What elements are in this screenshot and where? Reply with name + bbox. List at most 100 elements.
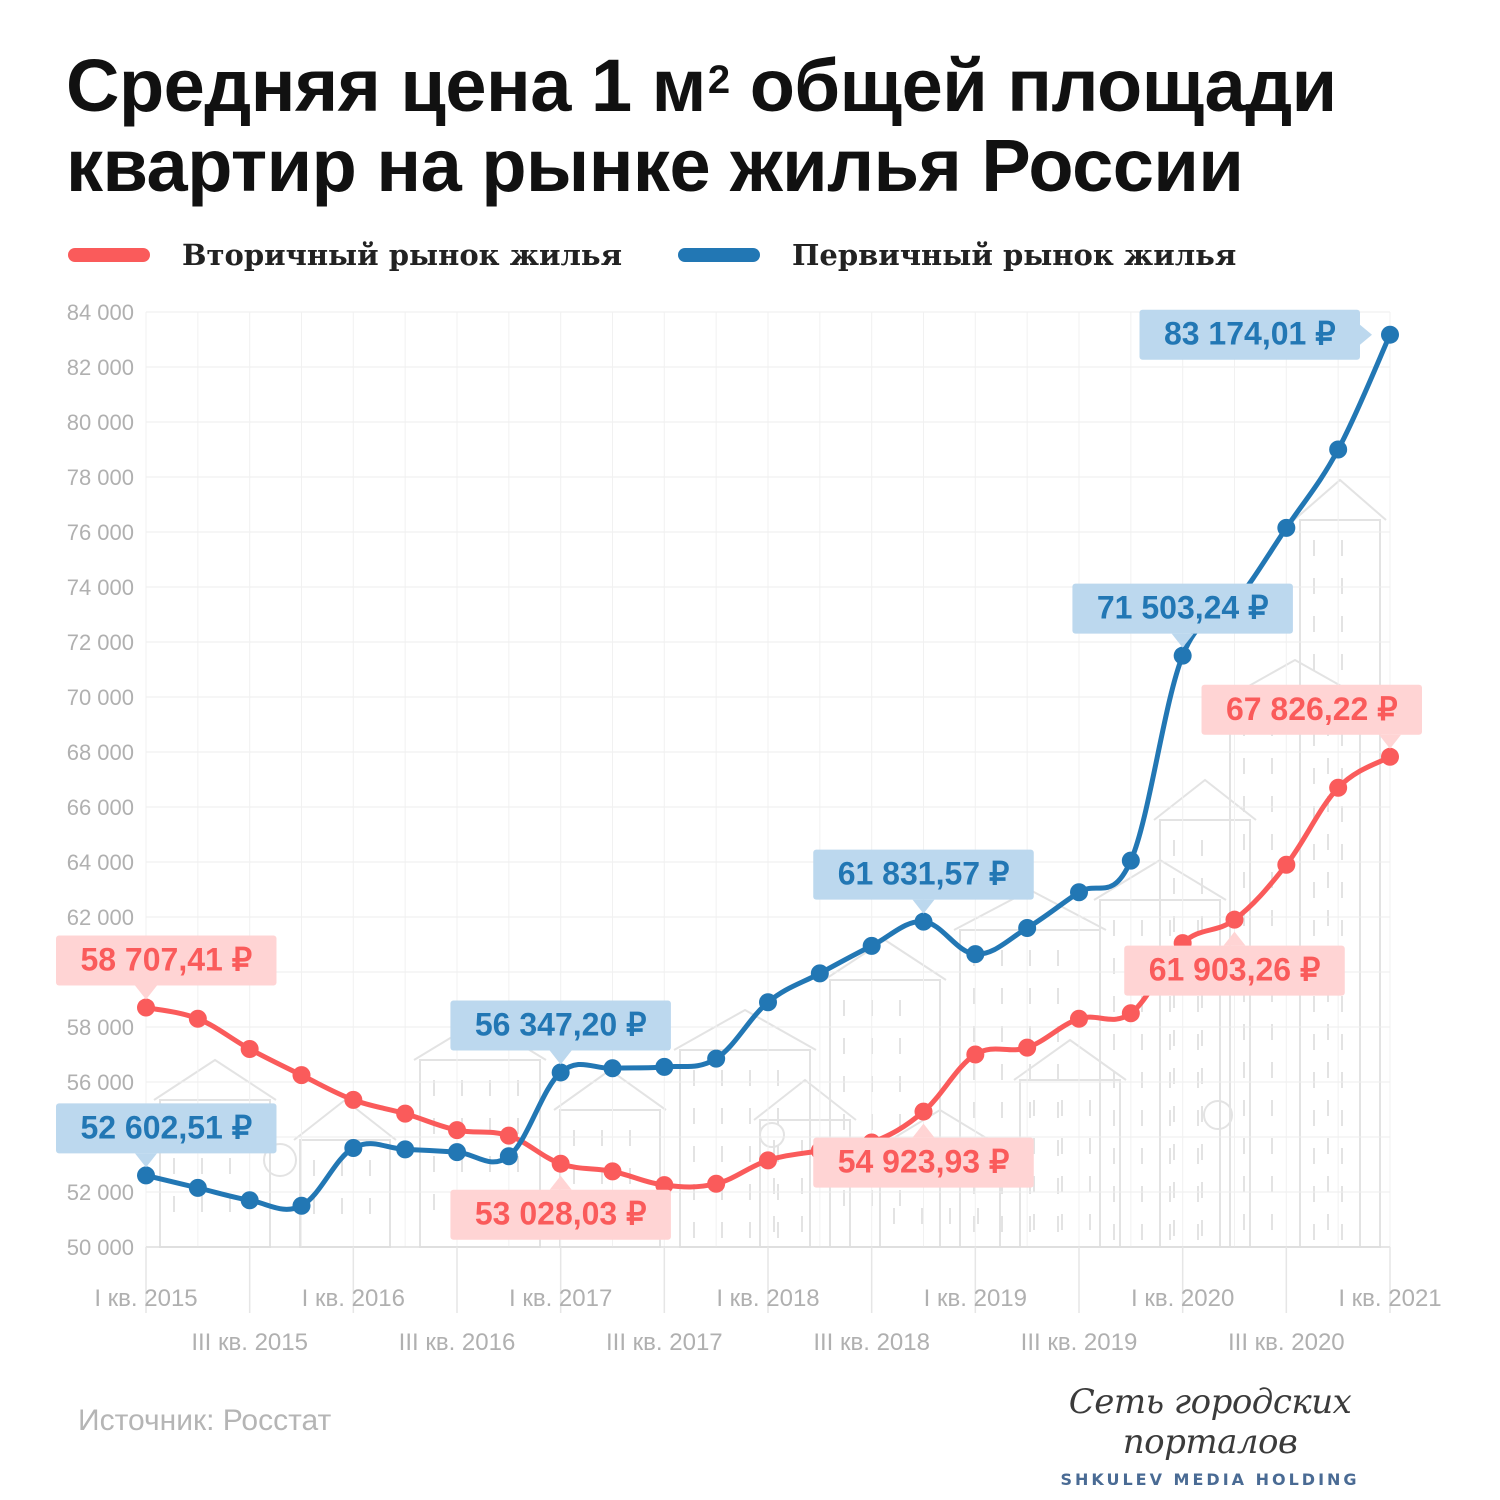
- brand-name: Сеть городских порталов: [1068, 1382, 1352, 1462]
- data-label-pointer: [135, 1153, 157, 1168]
- data-point-primary: [862, 936, 881, 955]
- x-tick-label: I кв. 2017: [509, 1285, 612, 1312]
- legend-label-secondary: Вторичный рынок жилья: [182, 238, 623, 272]
- y-tick-label: 52 000: [67, 1180, 134, 1205]
- y-tick-label: 50 000: [67, 1235, 134, 1260]
- data-label-text: 52 602,51 ₽: [80, 1109, 252, 1145]
- data-point-secondary: [759, 1151, 777, 1170]
- data-point-primary: [966, 945, 985, 964]
- data-label-box: [1201, 684, 1422, 735]
- y-tick-label: 68 000: [67, 740, 134, 765]
- tree: [263, 1143, 297, 1177]
- data-point-secondary: [240, 1040, 259, 1058]
- data-point-secondary: [344, 1090, 363, 1109]
- data-point-primary: [1018, 919, 1037, 937]
- house-body: [679, 1049, 811, 1248]
- y-tick-label: 82 000: [67, 355, 134, 380]
- house-roof: [153, 1058, 277, 1101]
- data-point-primary: [1277, 518, 1296, 537]
- x-tick-label: III кв. 2017: [606, 1329, 723, 1356]
- x-axis: I кв. 2015 I кв. 2016 I кв. 2017 I кв. 2018…: [94, 1247, 1442, 1356]
- data-label-pointer: [912, 1123, 935, 1138]
- data-label: 52 602,51 ₽: [56, 1103, 277, 1168]
- data-point-secondary: [1121, 1004, 1140, 1023]
- data-labels: 58 707,41 ₽ 53 028,03 ₽ 54 923,93 ₽ 61 903,…: [56, 309, 1422, 1240]
- brand-holding: SHKULEV MEDIA HOLDING: [1060, 1470, 1360, 1489]
- data-point-secondary: [137, 998, 155, 1017]
- x-tick-label: I кв. 2021: [1338, 1285, 1441, 1312]
- data-point-primary: [603, 1059, 622, 1078]
- y-tick-label: 64 000: [67, 850, 134, 875]
- data-point-secondary: [1225, 910, 1244, 929]
- data-label-box: [56, 1103, 277, 1154]
- data-label-box: [1139, 309, 1360, 360]
- data-label-box: [56, 935, 277, 986]
- data-label-pointer: [135, 985, 157, 1000]
- data-point-secondary: [1070, 1009, 1088, 1028]
- data-label-box: [450, 1000, 671, 1051]
- data-point-primary: [914, 912, 933, 931]
- x-tick-label: III кв. 2020: [1228, 1329, 1345, 1356]
- data-point-primary: [396, 1140, 415, 1159]
- x-tick-label: I кв. 2016: [302, 1285, 405, 1312]
- data-point-primary: [499, 1147, 518, 1166]
- x-tick-label: I кв. 2020: [1131, 1285, 1234, 1312]
- y-tick-label: 80 000: [67, 410, 134, 435]
- legend-swatch-primary: [678, 248, 761, 262]
- data-point-primary: [1070, 883, 1088, 902]
- data-point-primary: [1329, 440, 1348, 459]
- y-tick-label: 56 000: [67, 1070, 134, 1095]
- x-tick-label: I кв. 2019: [924, 1285, 1027, 1312]
- data-label-text: 61 903,26 ₽: [1149, 952, 1321, 988]
- data-label-text: 71 503,24 ₽: [1097, 590, 1269, 626]
- title-line1: Средняя цена 1 м: [66, 44, 706, 127]
- data-point-primary: [344, 1139, 363, 1157]
- data-label: 56 347,20 ₽: [450, 1000, 671, 1065]
- data-label-box: [1124, 945, 1345, 996]
- data-point-secondary: [1329, 778, 1348, 797]
- legend: Вторичный рынок жилья Первичный рынок жи…: [68, 232, 1292, 278]
- data-point-secondary: [1277, 855, 1296, 874]
- house-roof: [673, 1008, 817, 1051]
- data-point-secondary: [655, 1176, 674, 1195]
- data-label-box: [450, 1189, 671, 1240]
- data-label-pointer: [1171, 633, 1194, 648]
- data-point-primary: [655, 1057, 674, 1076]
- title-superscript: 2: [707, 58, 730, 102]
- y-tick-label: 70 000: [67, 685, 134, 710]
- house-roof: [1153, 778, 1257, 821]
- data-label-pointer: [1379, 734, 1401, 749]
- data-point-secondary: [603, 1162, 622, 1181]
- data-point-secondary: [188, 1009, 207, 1028]
- data-point-secondary: [1381, 747, 1399, 766]
- data-point-primary: [759, 993, 777, 1012]
- y-tick-label: 78 000: [67, 465, 134, 490]
- y-tick-label: 62 000: [67, 905, 134, 930]
- data-point-primary: [1173, 646, 1192, 665]
- data-label-text: 61 831,57 ₽: [838, 856, 1010, 892]
- data-label: 58 707,41 ₽: [56, 935, 277, 1000]
- data-label-text: 54 923,93 ₽: [838, 1144, 1010, 1180]
- y-tick-label: 66 000: [67, 795, 134, 820]
- data-label: 67 826,22 ₽: [1201, 684, 1422, 749]
- data-label-text: 67 826,22 ₽: [1226, 691, 1398, 727]
- data-label-pointer: [549, 1175, 572, 1190]
- legend-item-primary: Первичный рынок жилья: [678, 238, 1236, 272]
- house-roof: [1293, 478, 1387, 521]
- legend-item-secondary: Вторичный рынок жилья: [68, 238, 622, 272]
- data-label: 83 174,01 ₽: [1139, 309, 1372, 360]
- data-label-pointer: [1223, 931, 1246, 946]
- data-label-pointer: [549, 1050, 572, 1065]
- data-label-pointer: [1360, 324, 1372, 345]
- data-label-box: [813, 1137, 1034, 1188]
- chart-title: Средняя цена 1 м2 общей площади квартир н…: [66, 46, 1486, 206]
- title-line1-end: общей площади: [729, 44, 1337, 127]
- data-label: 71 503,24 ₽: [1072, 583, 1293, 648]
- data-label: 54 923,93 ₽: [813, 1123, 1034, 1188]
- x-tick-label: III кв. 2019: [1021, 1329, 1138, 1356]
- data-point-secondary: [551, 1154, 570, 1173]
- legend-swatch-secondary: [68, 248, 150, 262]
- data-label: 61 903,26 ₽: [1124, 931, 1345, 996]
- grid: [145, 311, 1391, 1248]
- data-point-secondary: [499, 1126, 518, 1145]
